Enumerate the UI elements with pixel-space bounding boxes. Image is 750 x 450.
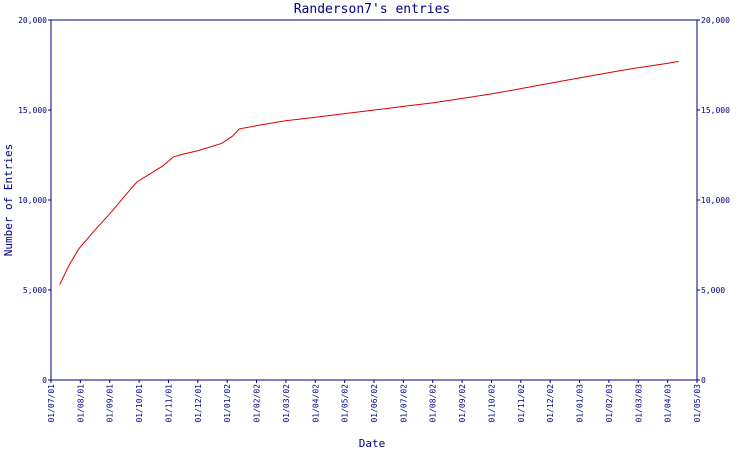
x-tick-label: 01/08/01 (76, 384, 85, 423)
x-tick-label: 01/04/02 (311, 384, 320, 423)
y-tick-label-right: 15,000 (701, 106, 730, 115)
x-tick-label: 01/01/02 (223, 384, 232, 423)
y-axis-label: Number of Entries (2, 144, 15, 257)
chart-title: Randerson7's entries (294, 2, 451, 17)
x-tick-label: 01/10/02 (487, 384, 496, 423)
x-tick-label: 01/09/01 (106, 384, 115, 423)
x-tick-label: 01/07/02 (399, 384, 408, 423)
x-tick-label: 01/05/02 (341, 384, 350, 423)
x-tick-label: 01/12/01 (194, 384, 203, 423)
x-tick-label: 01/01/03 (576, 384, 585, 423)
x-tick-label: 01/10/01 (135, 384, 144, 423)
x-tick-label: 01/02/02 (253, 384, 262, 423)
x-axis: 01/07/01 01/08/01 01/09/01 01/10/01 01/11/01… (47, 380, 702, 423)
x-tick-label: 01/02/03 (605, 384, 614, 423)
y-tick-label: 5,000 (23, 286, 47, 295)
y-tick-label-right: 20,000 (701, 16, 730, 25)
x-tick-label: 01/11/02 (517, 384, 526, 423)
series-line (59, 60, 679, 285)
x-tick-label: 01/11/01 (164, 384, 173, 423)
x-axis-label: Date (359, 437, 386, 450)
x-tick-label: 01/06/02 (370, 384, 379, 423)
x-tick-label: 01/03/03 (634, 384, 643, 423)
x-tick-label: 01/03/02 (282, 384, 291, 423)
x-tick-label: 01/07/01 (47, 384, 56, 423)
x-tick-label: 01/09/02 (458, 384, 467, 423)
y-tick-label: 10,000 (18, 196, 47, 205)
y-tick-label-right: 5,000 (701, 286, 725, 295)
x-tick-label: 01/12/02 (546, 384, 555, 423)
y-tick-label: 15,000 (18, 106, 47, 115)
x-tick-label: 01/05/03 (693, 384, 702, 423)
y-tick-label-right: 0 (701, 376, 706, 385)
x-tick-label: 01/04/03 (664, 384, 673, 423)
x-tick-label: 01/08/02 (429, 384, 438, 423)
y-axis-left: 0 5,000 10,000 15,000 20,000 (18, 16, 51, 385)
y-tick-label: 0 (42, 376, 47, 385)
y-axis-right: 0 5,000 10,000 15,000 20,000 (697, 16, 730, 385)
y-tick-label: 20,000 (18, 16, 47, 25)
y-tick-label-right: 10,000 (701, 196, 730, 205)
